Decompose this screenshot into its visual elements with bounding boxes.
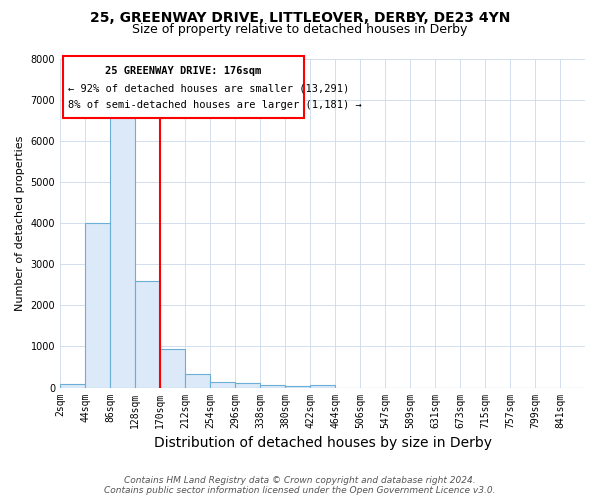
Bar bbox=[260, 385, 285, 388]
Text: Size of property relative to detached houses in Derby: Size of property relative to detached ho… bbox=[133, 22, 467, 36]
Text: Contains public sector information licensed under the Open Government Licence v3: Contains public sector information licen… bbox=[104, 486, 496, 495]
Bar bbox=[210, 382, 235, 388]
Bar bbox=[160, 348, 185, 388]
Bar bbox=[110, 116, 135, 388]
Text: Contains HM Land Registry data © Crown copyright and database right 2024.: Contains HM Land Registry data © Crown c… bbox=[124, 476, 476, 485]
Bar bbox=[285, 386, 310, 388]
Bar bbox=[135, 281, 160, 388]
Bar bbox=[62, 56, 304, 118]
Bar bbox=[60, 384, 85, 388]
Bar bbox=[85, 224, 110, 388]
Text: 25, GREENWAY DRIVE, LITTLEOVER, DERBY, DE23 4YN: 25, GREENWAY DRIVE, LITTLEOVER, DERBY, D… bbox=[90, 11, 510, 25]
Text: 8% of semi-detached houses are larger (1,181) →: 8% of semi-detached houses are larger (1… bbox=[68, 100, 362, 110]
X-axis label: Distribution of detached houses by size in Derby: Distribution of detached houses by size … bbox=[154, 436, 491, 450]
Y-axis label: Number of detached properties: Number of detached properties bbox=[15, 136, 25, 311]
Bar bbox=[310, 385, 335, 388]
Text: ← 92% of detached houses are smaller (13,291): ← 92% of detached houses are smaller (13… bbox=[68, 84, 349, 94]
Bar bbox=[185, 374, 210, 388]
Bar bbox=[235, 384, 260, 388]
Text: 25 GREENWAY DRIVE: 176sqm: 25 GREENWAY DRIVE: 176sqm bbox=[105, 66, 262, 76]
